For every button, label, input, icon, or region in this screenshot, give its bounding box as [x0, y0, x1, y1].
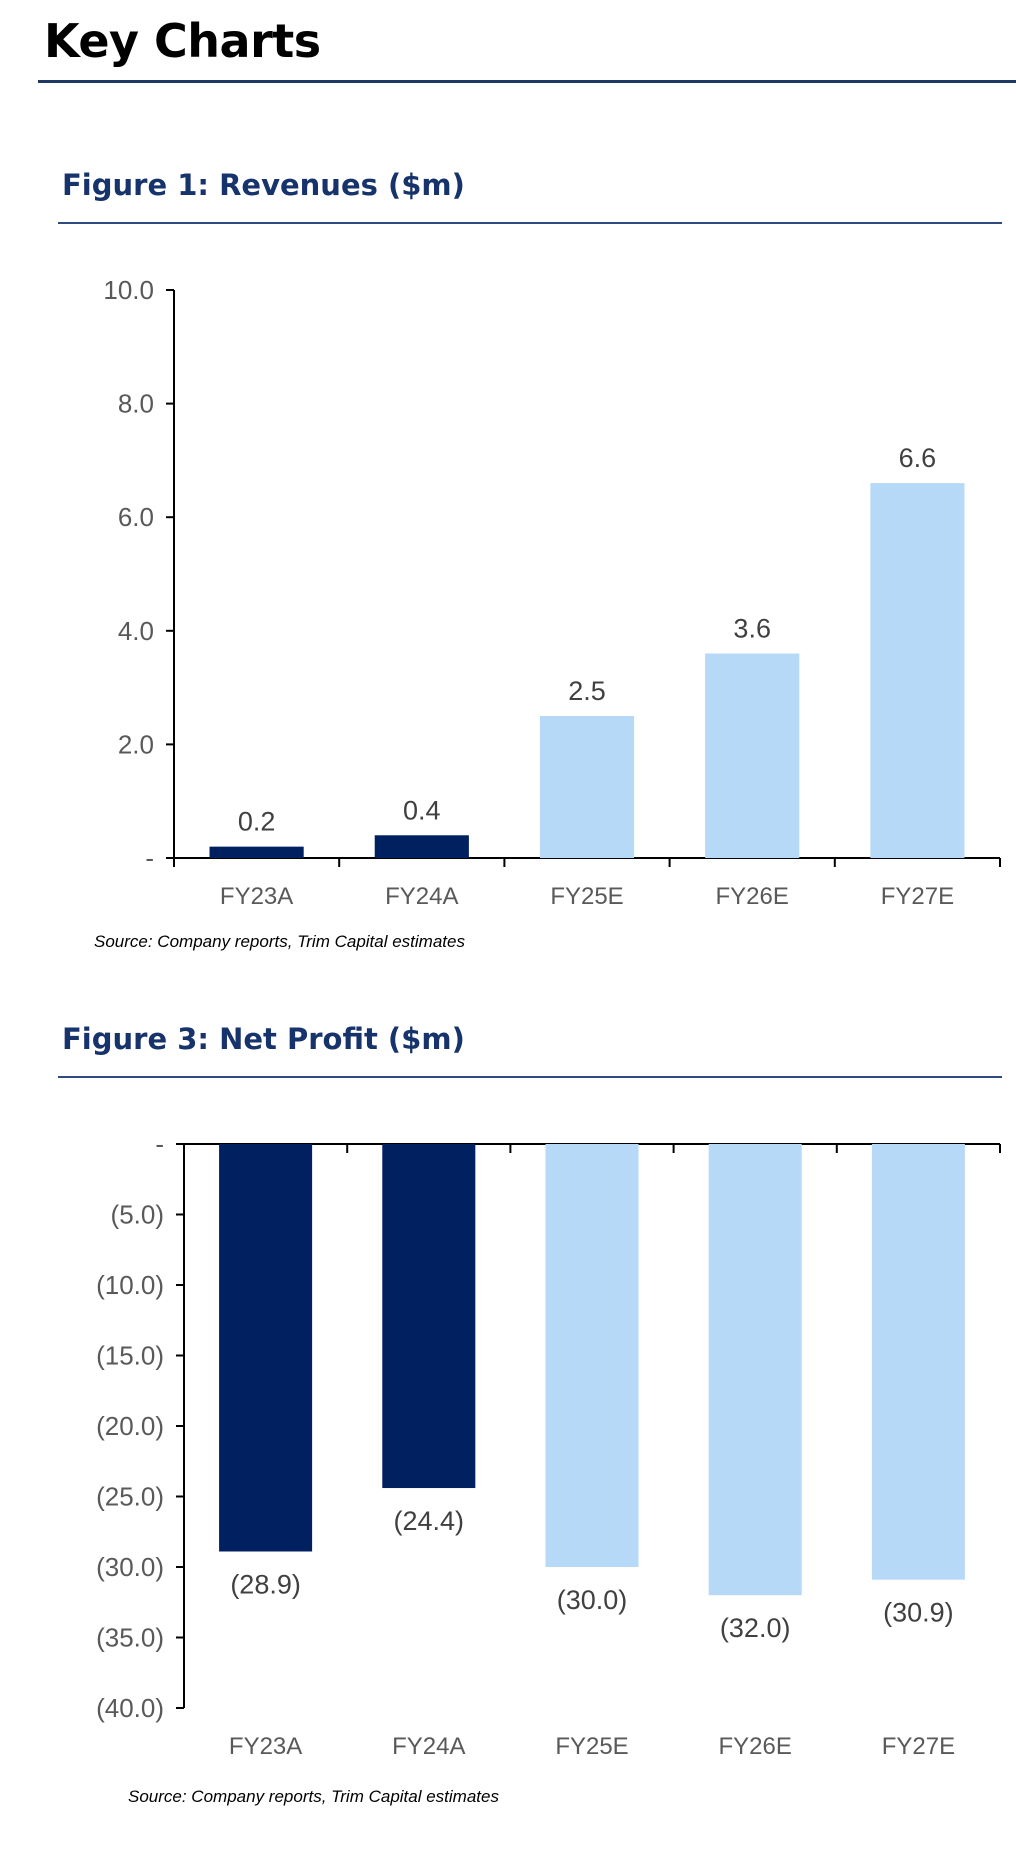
x-tick-label: FY23A — [229, 1733, 302, 1760]
y-tick-label: - — [145, 843, 154, 873]
revenues-chart: - 2.0 4.0 6.0 8.0 10.0 0.2 FY23A 0.4 FY24A 2.5 FY25… — [103, 275, 1001, 910]
bar-fy26e — [708, 1144, 802, 1596]
net-profit-chart: - (5.0) (10.0) (15.0) (20.0) (25.0) (30.0) (35.… — [96, 1129, 1001, 1760]
x-tick-label: FY26E — [719, 1733, 792, 1760]
data-label: 2.5 — [568, 676, 606, 706]
y-tick-label: 4.0 — [118, 616, 154, 646]
y-tick-label: 6.0 — [118, 502, 154, 532]
data-label: 0.2 — [238, 807, 276, 837]
y-tick-label: (5.0) — [111, 1200, 164, 1230]
bar-fy25e — [545, 1144, 639, 1567]
data-label: (30.9) — [883, 1598, 954, 1628]
x-tick-label: FY24A — [385, 883, 458, 910]
x-tick-label: FY23A — [220, 883, 293, 910]
x-tick-label: FY27E — [882, 1733, 955, 1760]
figure-3-title: Figure 3: Net Profit ($m) — [62, 1022, 465, 1056]
data-label: (32.0) — [720, 1613, 791, 1643]
bar-fy27e — [871, 1144, 965, 1580]
y-tick-label: (10.0) — [96, 1270, 164, 1300]
y-tick-label: (20.0) — [96, 1411, 164, 1441]
bar-fy27e — [870, 483, 965, 858]
bar-fy23a — [219, 1144, 313, 1552]
bar-fy24a — [382, 1144, 476, 1489]
y-tick-label: (30.0) — [96, 1552, 164, 1582]
bar-fy25e — [539, 716, 635, 858]
y-tick-label: 10.0 — [103, 275, 154, 305]
page-title: Key Charts — [44, 14, 321, 68]
data-label: 0.4 — [403, 795, 441, 825]
y-tick-label: 2.0 — [118, 729, 154, 759]
data-label: (30.0) — [557, 1585, 628, 1615]
x-tick-label: FY25E — [550, 883, 623, 910]
bar-fy26e — [705, 653, 800, 858]
bar-fy23a — [209, 846, 304, 858]
figure-3-source: Source: Company reports, Trim Capital es… — [128, 1787, 499, 1806]
x-tick-label: FY27E — [881, 883, 954, 910]
bar-fy24a — [374, 835, 469, 858]
y-tick-label: 8.0 — [118, 389, 154, 419]
y-tick-label: (15.0) — [96, 1341, 164, 1371]
y-tick-label: - — [155, 1129, 164, 1159]
y-tick-label: (40.0) — [96, 1693, 164, 1723]
data-label: (28.9) — [230, 1569, 301, 1599]
data-label: (24.4) — [394, 1506, 465, 1536]
data-label: 6.6 — [899, 443, 937, 473]
figure-1-rule — [58, 222, 1002, 224]
figure-1-source: Source: Company reports, Trim Capital es… — [94, 932, 465, 951]
x-tick-label: FY24A — [392, 1733, 465, 1760]
title-rule — [38, 80, 1016, 83]
y-tick-label: (35.0) — [96, 1623, 164, 1653]
figure-3-rule — [58, 1076, 1002, 1078]
x-tick-label: FY25E — [555, 1733, 628, 1760]
data-label: 3.6 — [733, 614, 771, 644]
x-tick-label: FY26E — [716, 883, 789, 910]
y-tick-label: (25.0) — [96, 1482, 164, 1512]
figure-1-title: Figure 1: Revenues ($m) — [62, 168, 465, 202]
